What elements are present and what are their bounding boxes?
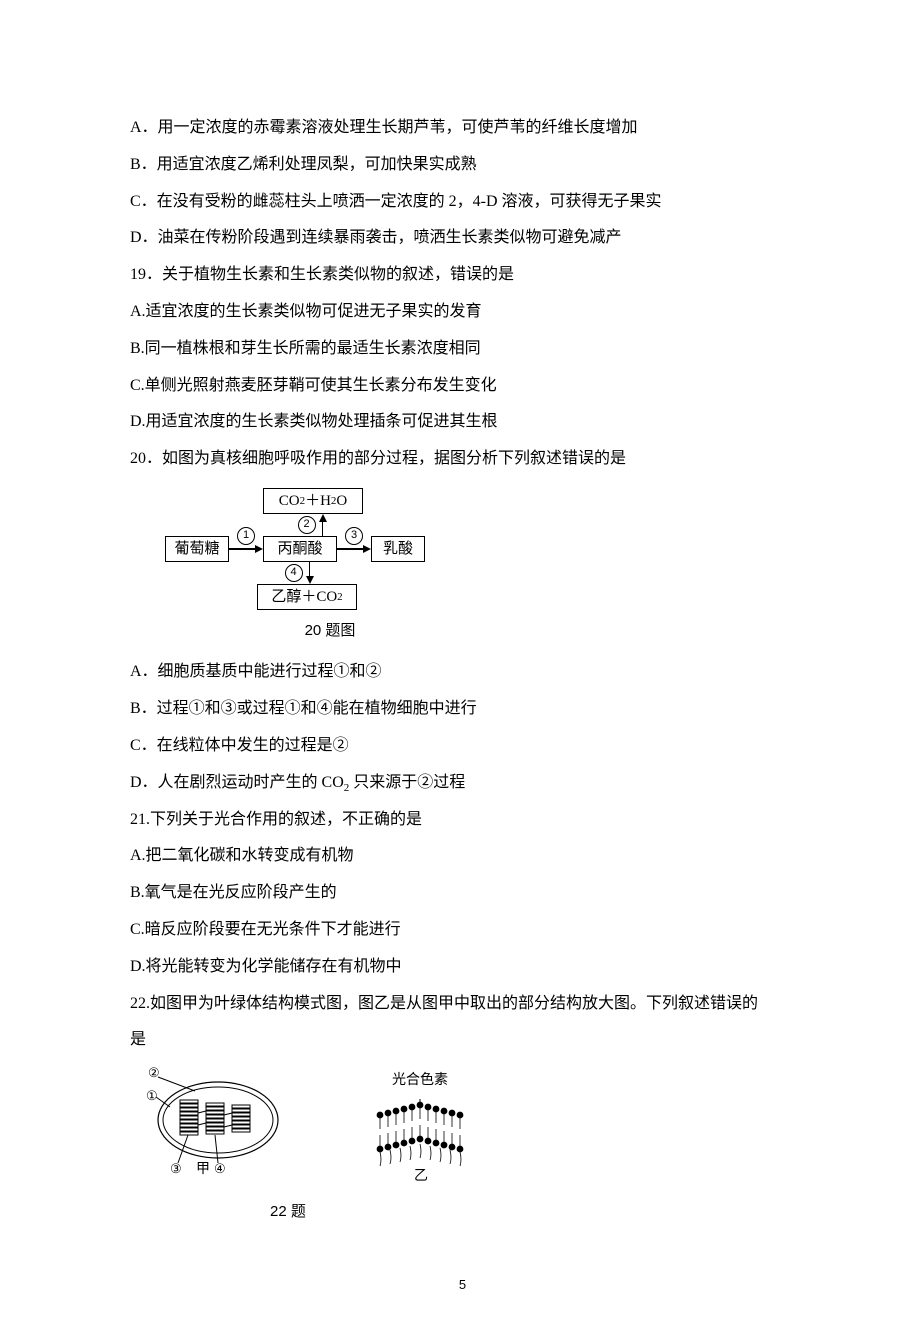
node-pyruvate: 丙酮酸 — [263, 536, 337, 562]
edge-4-label: 4 — [285, 564, 303, 582]
marker-1: ① — [146, 1088, 158, 1103]
question-20: 20．如图为真核细胞呼吸作用的部分过程，据图分析下列叙述错误的是 — [130, 441, 795, 478]
option-d: D．油菜在传粉阶段遇到连续暴雨袭击，喷洒生长素类似物可避免减产 — [130, 220, 795, 257]
edge-1-label: 1 — [237, 527, 255, 545]
node-co2-h2o: CO2＋H2O — [263, 488, 363, 514]
figure-22-diagram: ① ② ③ ④ 甲 光合色素 — [140, 1065, 795, 1197]
yi-label: 乙 — [414, 1168, 428, 1182]
q20-option-a: A．细胞质基质中能进行过程①和② — [130, 654, 795, 691]
figure-20-caption: 20 题图 — [235, 614, 425, 649]
node-ethanol-co2: 乙醇＋CO2 — [257, 584, 357, 610]
question-22: 22.如图甲为叶绿体结构模式图，图乙是从图甲中取出的部分结构放大图。下列叙述错误… — [130, 986, 795, 1023]
document-page: A．用一定浓度的赤霉素溶液处理生长期芦苇，可使芦苇的纤维长度增加 B．用适宜浓度… — [0, 0, 920, 1340]
figure-22-caption: 22 题 — [270, 1195, 795, 1230]
node-glucose: 葡萄糖 — [165, 536, 229, 562]
question-19: 19．关于植物生长素和生长素类似物的叙述，错误的是 — [130, 257, 795, 294]
question-22-cont: 是 — [130, 1022, 795, 1059]
figure-22-yi: 光合色素 — [360, 1065, 480, 1197]
yi-title: 光合色素 — [360, 1065, 480, 1097]
q20-option-d: D．人在剧烈运动时产生的 CO2 只来源于②过程 — [130, 765, 795, 802]
figure-20-flowchart: CO2＋H2O 2 葡萄糖 1 丙酮酸 — [165, 488, 425, 649]
q21-option-b: B.氧气是在光反应阶段产生的 — [130, 875, 795, 912]
q19-option-d: D.用适宜浓度的生长素类似物处理插条可促进其生根 — [130, 404, 795, 441]
node-lactate: 乳酸 — [371, 536, 425, 562]
edge-3-label: 3 — [345, 527, 363, 545]
figure-22-jia: ① ② ③ ④ 甲 — [140, 1065, 290, 1175]
edge-2-label: 2 — [298, 516, 316, 534]
q20-option-b: B．过程①和③或过程①和④能在植物细胞中进行 — [130, 691, 795, 728]
q20-option-c: C．在线粒体中发生的过程是② — [130, 728, 795, 765]
marker-4: ④ — [214, 1161, 226, 1175]
option-a: A．用一定浓度的赤霉素溶液处理生长期芦苇，可使芦苇的纤维长度增加 — [130, 110, 795, 147]
question-21: 21.下列关于光合作用的叙述，不正确的是 — [130, 802, 795, 839]
membrane-diagram: 乙 — [360, 1097, 480, 1182]
option-b: B．用适宜浓度乙烯利处理凤梨，可加快果实成熟 — [130, 147, 795, 184]
marker-2: ② — [148, 1065, 160, 1080]
q21-option-c: C.暗反应阶段要在无光条件下才能进行 — [130, 912, 795, 949]
page-number: 5 — [130, 1270, 795, 1300]
jia-label: 甲 — [196, 1162, 210, 1175]
q19-option-b: B.同一植株根和芽生长所需的最适生长素浓度相同 — [130, 331, 795, 368]
q21-option-a: A.把二氧化碳和水转变成有机物 — [130, 838, 795, 875]
q21-option-d: D.将光能转变为化学能储存在有机物中 — [130, 949, 795, 986]
marker-3: ③ — [170, 1161, 182, 1175]
option-c: C．在没有受粉的雌蕊柱头上喷洒一定浓度的 2，4-D 溶液，可获得无子果实 — [130, 184, 795, 221]
q19-option-a: A.适宜浓度的生长素类似物可促进无子果实的发育 — [130, 294, 795, 331]
q19-option-c: C.单侧光照射燕麦胚芽鞘可使其生长素分布发生变化 — [130, 368, 795, 405]
